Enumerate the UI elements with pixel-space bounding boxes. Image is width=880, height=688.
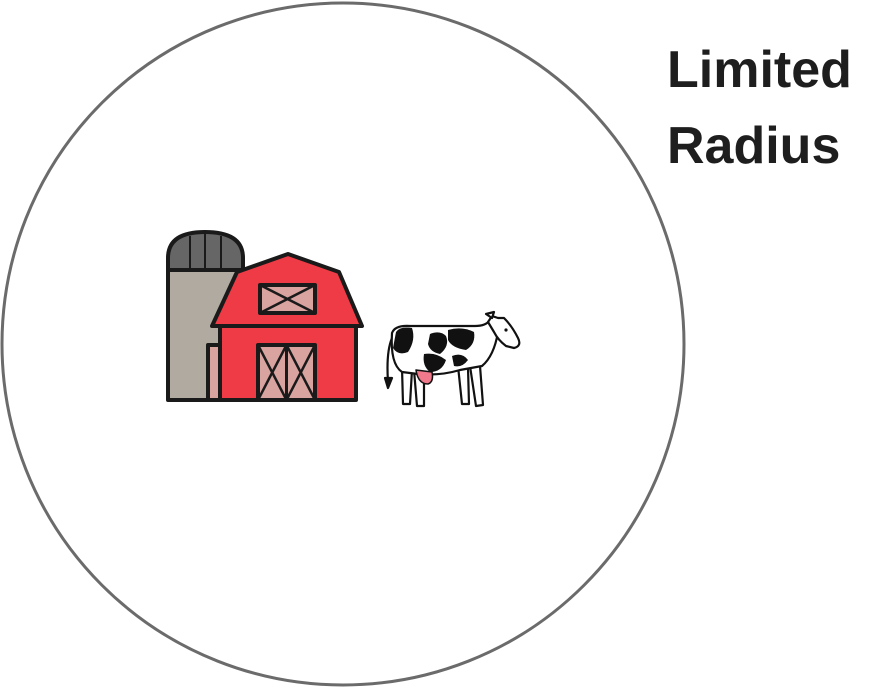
barn-silo-icon [166, 230, 364, 402]
title-line-2: Radius [667, 117, 841, 175]
cow-eye [504, 328, 508, 332]
cow-ear [484, 310, 496, 320]
title-line-1: Limited [667, 41, 852, 99]
cow-leg-front-2 [468, 364, 485, 408]
cow-udder [415, 369, 434, 385]
cow-spot-3 [448, 328, 475, 350]
cow-spot-1 [393, 327, 414, 354]
cow-spot-5 [452, 354, 468, 367]
radius-circle [0, 1, 686, 687]
cow-spot-4 [423, 353, 446, 372]
cow-leg-front-1 [456, 364, 471, 406]
cow-head [486, 314, 521, 350]
cow-spot-2 [428, 332, 448, 354]
cow-icon [383, 310, 521, 408]
